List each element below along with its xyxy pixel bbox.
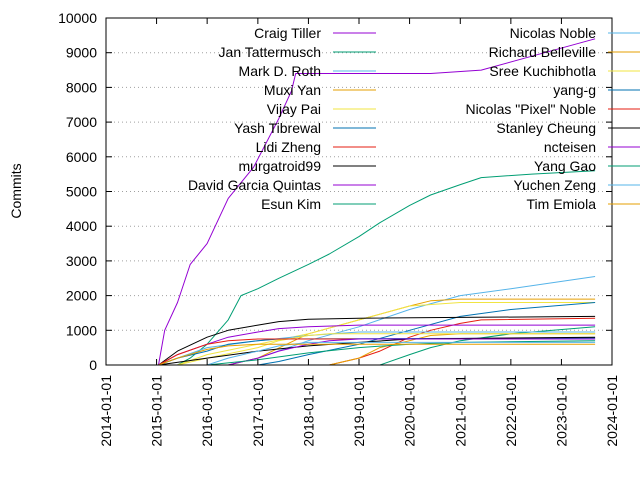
x-tick-label: 2016-01-01 xyxy=(199,375,215,447)
y-tick-label: 1000 xyxy=(66,322,97,338)
series-line-10 xyxy=(158,331,596,366)
y-tick-label: 7000 xyxy=(66,114,97,130)
legend-label: yang-g xyxy=(553,82,596,98)
y-tick-label: 6000 xyxy=(66,149,97,165)
x-tick-label: 2020-01-01 xyxy=(402,375,418,447)
x-axis: 2014-01-01 2015-01-01 2016-01-01 2017-01-01… xyxy=(98,18,620,447)
legend-label: murgatroid99 xyxy=(239,158,322,174)
y-axis-title: Commits xyxy=(8,163,24,218)
legend-label: Richard Belleville xyxy=(489,44,597,60)
y-tick-label: 8000 xyxy=(66,79,97,95)
legend-label: Esun Kim xyxy=(261,196,321,212)
series-line-7 xyxy=(158,315,596,366)
x-tick-label: 2022-01-01 xyxy=(503,375,519,447)
x-tick-label: 2017-01-01 xyxy=(250,375,266,447)
x-tick-label: 2021-01-01 xyxy=(452,375,468,447)
series-line-9 xyxy=(379,326,596,366)
legend-label: Tim Emiola xyxy=(527,196,597,212)
series-lines xyxy=(158,38,596,366)
legend-label: Craig Tiller xyxy=(254,25,321,41)
y-tick-label: 5000 xyxy=(66,184,97,200)
y-axis: 0 1000 2000 3000 4000 5000 6000 7000 8000 9000 100… xyxy=(58,10,612,373)
legend-label: Yang Gao xyxy=(534,158,596,174)
series-line-1 xyxy=(177,170,596,366)
y-tick-label: 2000 xyxy=(66,288,97,304)
legend-label: Yuchen Zeng xyxy=(513,177,596,193)
series-line-4 xyxy=(177,302,596,366)
legend-label: Jan Tattermusch xyxy=(219,44,321,60)
y-tick-label: 10000 xyxy=(58,10,97,26)
x-tick-label: 2014-01-01 xyxy=(98,375,114,447)
x-tick-label: 2018-01-01 xyxy=(300,375,316,447)
legend-label: Nicolas "Pixel" Noble xyxy=(465,101,596,117)
legend-label: Lidi Zheng xyxy=(256,139,321,155)
legend: Craig Tiller Jan Tattermusch Mark D. Roth M… xyxy=(188,25,640,212)
series-line-19 xyxy=(158,343,596,366)
y-tick-label: 3000 xyxy=(66,253,97,269)
y-tick-label: 0 xyxy=(89,357,97,373)
legend-label: David Garcia Quintas xyxy=(188,177,321,193)
series-line-0 xyxy=(158,38,596,366)
x-tick-label: 2019-01-01 xyxy=(351,375,367,447)
series-line-5 xyxy=(257,302,596,366)
legend-label: Muxi Yan xyxy=(264,82,321,98)
legend-label: Yash Tibrewal xyxy=(234,120,321,136)
x-tick-label: 2024-01-01 xyxy=(604,375,620,447)
grid-lines xyxy=(106,52,612,331)
y-tick-label: 4000 xyxy=(66,218,97,234)
series-line-14 xyxy=(158,338,596,366)
x-tick-label: 2023-01-01 xyxy=(553,375,569,447)
legend-label: Vijay Pai xyxy=(267,101,321,117)
legend-label: Sree Kuchibhotla xyxy=(489,63,596,79)
y-tick-label: 9000 xyxy=(66,45,97,61)
legend-label: Stanley Cheung xyxy=(496,120,596,136)
legend-label: ncteisen xyxy=(544,139,596,155)
x-tick-label: 2015-01-01 xyxy=(149,375,165,447)
legend-label: Mark D. Roth xyxy=(239,63,321,79)
legend-label: Nicolas Noble xyxy=(510,25,597,41)
series-line-18 xyxy=(206,341,596,366)
